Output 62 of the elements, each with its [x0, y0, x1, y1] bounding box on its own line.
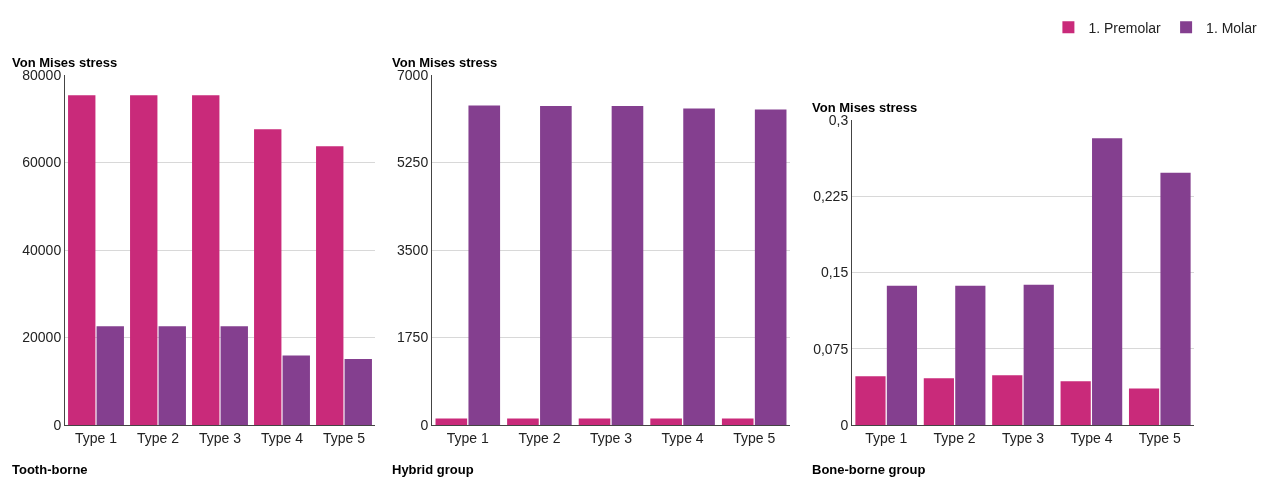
bar: [578, 418, 611, 425]
x-tick-label: Type 4: [661, 429, 704, 446]
y-tick-label: 0: [840, 416, 849, 433]
y-tick-label: 20000: [22, 329, 62, 346]
legend-label: 1. Molar: [1206, 19, 1258, 36]
bar: [435, 418, 468, 425]
x-tick-label: Type 3: [1001, 429, 1045, 446]
y-tick-label: 0: [53, 416, 62, 433]
bar: [1128, 388, 1160, 425]
bar: [1060, 381, 1091, 425]
y-tick-label: 0: [420, 416, 429, 433]
bar: [344, 358, 372, 425]
bar: [96, 326, 124, 425]
y-tick-label: 3500: [397, 241, 429, 258]
x-tick-label: Type 3: [589, 429, 633, 446]
legend-label: 1. Premolar: [1088, 19, 1162, 36]
bar: [192, 95, 220, 425]
y-tick-label: 60000: [22, 154, 62, 171]
x-tick-label: Type 5: [322, 429, 366, 446]
x-tick-label: Type 1: [865, 429, 908, 446]
bar: [683, 108, 715, 425]
bar: [611, 106, 644, 425]
bar: [923, 378, 954, 425]
bar: [650, 418, 682, 425]
bar: [886, 285, 918, 425]
x-axis-title: Tooth-borne: [12, 462, 88, 477]
bar: [254, 129, 282, 425]
bar: [1092, 138, 1123, 425]
bar: [721, 418, 754, 425]
x-tick-label: Type 4: [1070, 429, 1113, 446]
x-tick-label: Type 1: [446, 429, 490, 446]
bar: [220, 326, 248, 425]
x-tick-label: Type 4: [260, 429, 304, 446]
y-tick-label: 40000: [22, 241, 62, 258]
x-tick-label: Type 5: [733, 429, 776, 446]
bar: [468, 105, 501, 425]
bar: [316, 146, 344, 425]
bar: [855, 376, 886, 425]
bar: [992, 375, 1023, 425]
bar: [1023, 284, 1054, 425]
bar: [507, 418, 539, 425]
y-tick-label: 0,075: [813, 340, 849, 357]
y-tick-label: 0,225: [813, 188, 849, 205]
y-tick-label: 0,15: [820, 264, 849, 281]
x-axis-title: Bone-borne group: [812, 462, 926, 477]
y-tick-label: 1750: [397, 329, 429, 346]
x-tick-label: Type 2: [518, 429, 561, 446]
bar: [754, 109, 787, 425]
x-tick-label: Type 1: [74, 429, 118, 446]
y-tick-label: 5250: [397, 154, 429, 171]
x-tick-label: Type 2: [933, 429, 976, 446]
bar: [158, 326, 186, 425]
bar: [540, 106, 572, 425]
x-tick-label: Type 3: [198, 429, 242, 446]
x-axis-title: Hybrid group: [392, 462, 474, 477]
x-tick-label: Type 2: [136, 429, 180, 446]
bar: [282, 355, 310, 425]
x-tick-label: Type 5: [1138, 429, 1182, 446]
bar: [130, 95, 158, 425]
bar: [955, 285, 986, 425]
bar: [1160, 172, 1191, 425]
bar: [68, 95, 96, 425]
